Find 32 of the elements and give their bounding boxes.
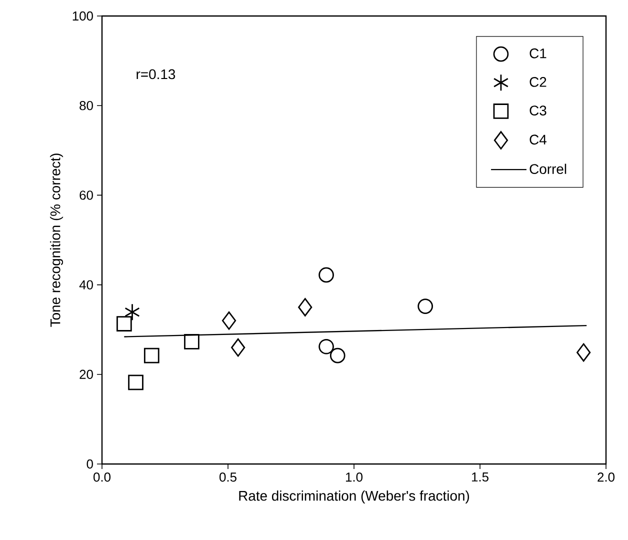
y-tick-label: 20: [80, 370, 93, 379]
y-tick-label: 100: [72, 11, 93, 21]
point: [128, 374, 144, 390]
legend-label: C2: [530, 77, 546, 87]
point: [231, 338, 246, 357]
point: [330, 348, 346, 364]
point: [124, 303, 140, 321]
point: [222, 311, 236, 330]
y-tick-label: 80: [80, 101, 93, 110]
x-axis-title: Rate discrimination (Weber's fraction): [239, 490, 470, 504]
legend-label: C4: [530, 134, 546, 145]
point: [144, 348, 160, 364]
point: [576, 343, 591, 362]
x-tick-label: 0.5: [220, 472, 236, 482]
point: [298, 298, 312, 316]
x-tick-label: 1.5: [472, 472, 488, 482]
legend-label: C1: [530, 48, 546, 58]
annotation: r=0.13: [136, 69, 176, 80]
point: [116, 316, 132, 332]
point: [318, 338, 334, 354]
legend-label: C3: [530, 106, 546, 116]
point: [184, 334, 200, 350]
y-tick-label: 40: [79, 280, 93, 290]
y-tick-label: 0: [86, 459, 93, 469]
point: [318, 267, 334, 283]
x-tick-label: 1.0: [346, 472, 363, 482]
y-axis-title: Tone recognition (% correct): [50, 154, 64, 327]
legend-label: Correl: [530, 164, 566, 174]
point: [418, 298, 433, 314]
x-tick-label: 2.0: [598, 472, 615, 482]
x-tick-label: 0.0: [93, 472, 110, 482]
y-tick-label: 60: [80, 190, 93, 200]
